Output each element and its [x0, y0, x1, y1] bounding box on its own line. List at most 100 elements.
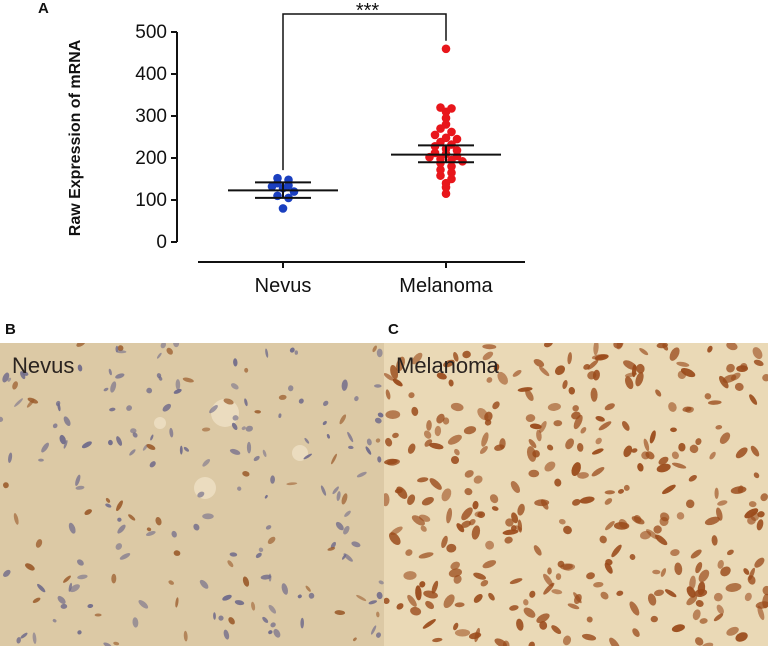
- cell-nucleus: [12, 381, 18, 390]
- cell-nucleus: [116, 350, 127, 354]
- data-point: [441, 133, 451, 143]
- cell-nucleus: [544, 343, 553, 348]
- cell-nucleus: [567, 603, 580, 610]
- cell-nucleus: [386, 458, 400, 466]
- cell-nucleus: [454, 448, 460, 456]
- cell-nucleus: [676, 361, 690, 367]
- cell-nucleus: [336, 491, 341, 502]
- cell-nucleus: [377, 456, 382, 463]
- cell-nucleus: [57, 595, 66, 605]
- cell-nucleus: [586, 572, 595, 580]
- cell-nucleus: [653, 589, 665, 597]
- cell-nucleus: [443, 359, 455, 368]
- cell-nucleus: [617, 488, 625, 494]
- cell-nucleus: [704, 393, 712, 400]
- panel-label-c: C: [388, 321, 399, 338]
- data-point: [278, 204, 288, 213]
- y-tick-label: 500: [135, 22, 167, 43]
- cell-nucleus: [418, 552, 434, 559]
- cell-nucleus: [730, 486, 747, 494]
- cell-nucleus: [473, 593, 483, 603]
- cell-nucleus: [441, 535, 448, 549]
- cell-nucleus: [726, 343, 738, 351]
- cell-nucleus: [286, 482, 298, 486]
- cell-nucleus: [213, 612, 216, 620]
- cell-nucleus: [725, 583, 742, 592]
- cell-nucleus: [534, 499, 550, 507]
- cell-nucleus: [105, 497, 111, 503]
- cell-nucleus: [611, 544, 622, 558]
- cell-nucleus: [8, 452, 13, 463]
- cell-nucleus: [528, 469, 540, 478]
- cell-nucleus: [510, 481, 521, 493]
- cell-nucleus: [539, 621, 548, 630]
- cell-nucleus: [376, 348, 383, 358]
- cell-nucleus: [341, 493, 348, 505]
- cell-nucleus: [689, 575, 696, 590]
- cell-nucleus: [394, 488, 403, 494]
- cell-nucleus: [686, 586, 696, 598]
- cell-nucleus: [555, 365, 565, 376]
- cell-nucleus: [103, 387, 109, 392]
- cell-nucleus: [494, 444, 505, 451]
- cell-nucleus: [68, 522, 76, 534]
- cell-nucleus: [332, 486, 339, 495]
- cell-nucleus: [590, 387, 598, 402]
- cell-nucleus: [594, 354, 609, 361]
- cell-nucleus: [471, 525, 481, 540]
- cell-nucleus: [32, 597, 41, 603]
- cell-nucleus: [436, 372, 447, 380]
- cell-nucleus: [374, 384, 382, 388]
- cell-nucleus: [76, 559, 84, 566]
- cell-nucleus: [653, 525, 662, 534]
- cell-nucleus: [624, 372, 638, 378]
- cell-nucleus: [711, 535, 718, 546]
- cell-nucleus: [209, 405, 218, 414]
- cell-nucleus: [237, 486, 242, 491]
- cell-nucleus: [52, 618, 57, 623]
- cell-nucleus: [632, 628, 640, 637]
- cell-nucleus: [482, 560, 497, 569]
- cell-nucleus: [218, 615, 224, 621]
- cell-nucleus: [656, 463, 671, 473]
- cell-nucleus: [536, 613, 550, 624]
- data-point: [447, 174, 456, 184]
- cell-nucleus: [320, 485, 327, 496]
- y-tick-label: 200: [135, 148, 167, 169]
- cell-nucleus: [2, 482, 9, 489]
- cell-nucleus: [671, 451, 679, 460]
- cell-nucleus: [356, 471, 367, 478]
- cell-nucleus: [529, 590, 536, 598]
- cell-nucleus: [716, 604, 724, 615]
- cell-nucleus: [182, 377, 194, 383]
- cell-nucleus: [390, 364, 399, 380]
- cell-nucleus: [327, 547, 336, 551]
- cell-nucleus: [637, 463, 644, 472]
- cell-nucleus: [116, 436, 123, 446]
- cell-nucleus: [289, 347, 295, 353]
- cell-nucleus: [715, 425, 723, 430]
- cell-nucleus: [671, 624, 685, 633]
- cell-nucleus: [37, 583, 46, 593]
- cell-nucleus: [583, 364, 590, 370]
- cell-nucleus: [339, 414, 347, 425]
- data-point: [436, 154, 445, 164]
- cell-nucleus: [652, 569, 661, 575]
- cell-nucleus: [636, 363, 645, 374]
- cell-nucleus: [179, 445, 183, 455]
- cell-nucleus: [107, 439, 113, 446]
- cell-nucleus: [464, 488, 473, 496]
- cell-nucleus: [605, 521, 615, 531]
- cell-nucleus: [69, 584, 80, 593]
- cell-nucleus: [491, 506, 499, 511]
- cell-nucleus: [581, 633, 597, 641]
- cell-nucleus: [103, 642, 112, 646]
- cell-nucleus: [233, 358, 238, 367]
- cell-nucleus: [422, 619, 436, 629]
- vacuole: [292, 445, 308, 461]
- cell-nucleus: [595, 416, 605, 422]
- cell-nucleus: [341, 379, 348, 391]
- cell-nucleus: [281, 583, 288, 595]
- cell-nucleus: [385, 437, 393, 447]
- cell-nucleus: [576, 443, 584, 452]
